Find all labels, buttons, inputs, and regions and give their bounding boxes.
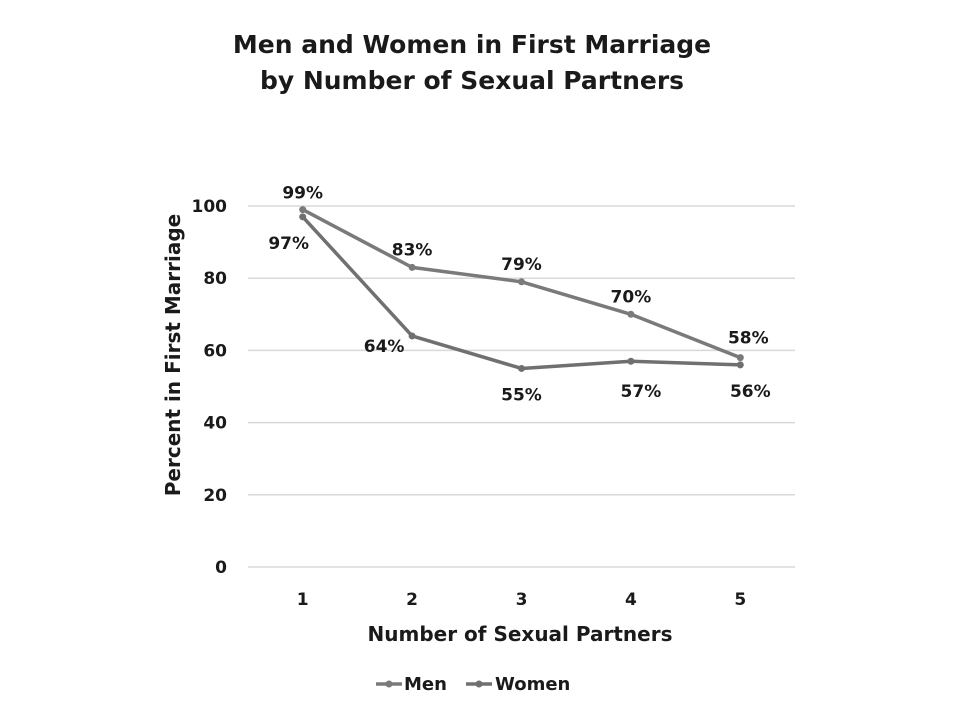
series (299, 206, 744, 372)
data-label-women: 57% (621, 382, 662, 402)
chart-title: Men and Women in First Marriage by Numbe… (233, 30, 711, 95)
data-point-men (518, 278, 525, 286)
legend-dot-women (475, 680, 483, 688)
y-tick-label: 60 (203, 341, 227, 361)
y-tick-label: 100 (192, 197, 228, 217)
data-labels: 99% 83% 79% 70% 58% 97% 64% 55% 57% 56% (268, 184, 770, 406)
x-axis-ticks: 1 2 3 4 5 (297, 590, 746, 610)
data-label-women: 64% (364, 337, 405, 357)
x-tick-label: 3 (516, 590, 528, 610)
data-point-men (627, 310, 635, 318)
data-label-men: 70% (611, 287, 652, 307)
y-tick-label: 40 (203, 414, 227, 434)
data-label-women: 55% (501, 385, 542, 405)
y-axis-title: Percent in First Marriage (161, 214, 185, 497)
data-label-men: 79% (501, 255, 542, 275)
data-point-women (518, 364, 525, 372)
chart-title-line-1: Men and Women in First Marriage (233, 30, 711, 59)
data-label-men: 58% (728, 329, 769, 349)
legend: Men Women (376, 674, 570, 695)
x-tick-label: 4 (625, 590, 637, 610)
x-tick-label: 5 (734, 590, 746, 610)
y-axis-ticks: 0 20 40 60 80 100 (192, 197, 228, 578)
data-point-men (408, 263, 416, 271)
data-point-women (408, 332, 416, 340)
y-tick-label: 20 (203, 486, 227, 506)
y-tick-label: 80 (203, 269, 227, 289)
chart-title-line-2: by Number of Sexual Partners (260, 66, 684, 95)
data-point-men (736, 354, 744, 362)
data-label-men: 99% (282, 184, 323, 204)
legend-label-men: Men (404, 674, 447, 695)
data-point-women (736, 361, 744, 369)
x-tick-label: 1 (297, 590, 309, 610)
legend-label-women: Women (495, 674, 570, 695)
legend-dot-men (385, 680, 393, 688)
x-axis-title: Number of Sexual Partners (368, 622, 673, 646)
x-tick-label: 2 (406, 590, 418, 610)
data-label-women: 97% (268, 234, 309, 254)
data-point-women (299, 213, 307, 221)
gridlines (248, 205, 795, 568)
data-point-women (627, 357, 635, 365)
y-tick-label: 0 (215, 558, 227, 578)
data-label-women: 56% (730, 382, 771, 402)
data-point-men (299, 206, 307, 214)
data-label-men: 83% (392, 240, 433, 260)
